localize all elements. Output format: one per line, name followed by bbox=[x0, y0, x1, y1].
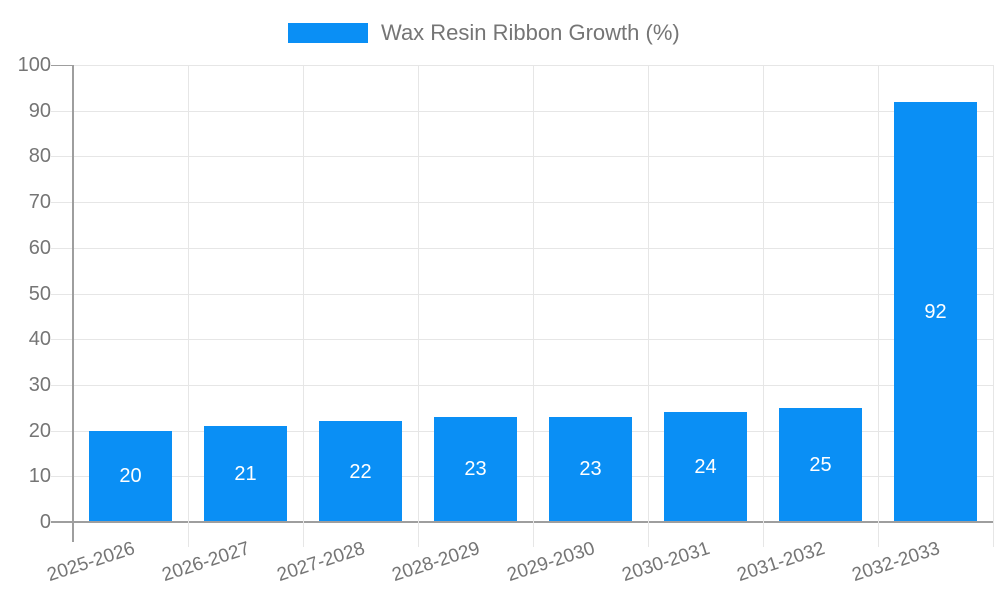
v-gridline bbox=[763, 65, 764, 547]
y-axis-tick bbox=[51, 156, 73, 158]
v-gridline bbox=[418, 65, 419, 547]
bar bbox=[549, 416, 632, 521]
v-gridline bbox=[878, 65, 879, 547]
y-tick-label: 10 bbox=[28, 465, 51, 488]
bar-value-label: 22 bbox=[349, 460, 372, 483]
y-axis-tick bbox=[51, 521, 73, 523]
y-axis-tick bbox=[51, 430, 73, 432]
y-tick-label: 90 bbox=[28, 99, 51, 122]
y-tick-label: 20 bbox=[28, 419, 51, 442]
bar bbox=[779, 407, 862, 521]
y-tick-label: 60 bbox=[28, 236, 51, 259]
bar-value-label: 25 bbox=[809, 453, 832, 476]
legend-label: Wax Resin Ribbon Growth (%) bbox=[381, 20, 680, 45]
y-axis-tick bbox=[51, 339, 73, 341]
y-axis-tick bbox=[51, 202, 73, 204]
y-tick-label: 50 bbox=[28, 282, 51, 305]
bar bbox=[434, 416, 517, 521]
y-axis-tick bbox=[51, 293, 73, 295]
v-gridline bbox=[188, 65, 189, 547]
bar bbox=[319, 421, 402, 521]
bar-value-label: 20 bbox=[119, 465, 142, 488]
v-gridline bbox=[533, 65, 534, 547]
bar bbox=[664, 412, 747, 521]
y-axis-tick bbox=[51, 247, 73, 249]
y-tick-label: 100 bbox=[17, 54, 51, 76]
bar-value-label: 23 bbox=[579, 458, 602, 481]
y-axis-tick bbox=[51, 65, 73, 66]
bar bbox=[894, 101, 977, 521]
y-tick-label: 30 bbox=[28, 373, 51, 396]
legend-swatch bbox=[288, 23, 368, 43]
v-gridline bbox=[303, 65, 304, 547]
bar-value-label: 92 bbox=[924, 300, 947, 323]
y-axis-line bbox=[72, 65, 74, 542]
bar-value-label: 21 bbox=[234, 463, 257, 485]
y-tick-label: 80 bbox=[28, 145, 51, 168]
y-tick-label: 0 bbox=[39, 511, 51, 533]
y-axis-tick bbox=[51, 110, 73, 112]
y-tick-label: 40 bbox=[28, 328, 51, 351]
bar-value-label: 23 bbox=[464, 458, 487, 481]
y-axis-tick bbox=[51, 384, 73, 386]
bar bbox=[89, 430, 172, 521]
v-gridline bbox=[648, 65, 649, 547]
y-axis-tick bbox=[51, 476, 73, 478]
bar bbox=[204, 426, 287, 521]
v-gridline bbox=[993, 65, 994, 547]
y-tick-label: 70 bbox=[28, 191, 51, 214]
bar-value-label: 24 bbox=[694, 456, 717, 479]
